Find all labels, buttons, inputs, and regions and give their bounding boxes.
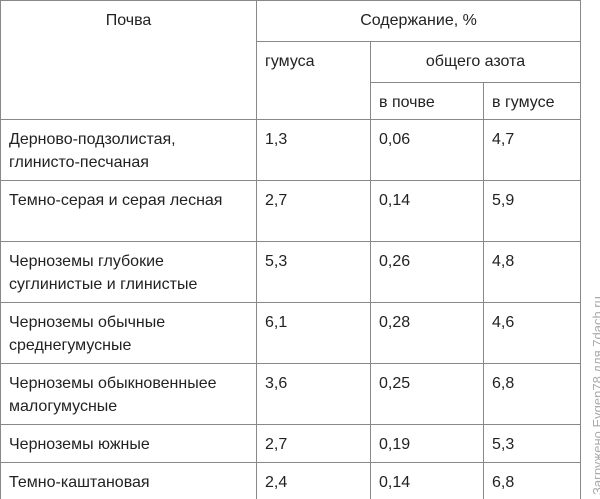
value-cell: 2,4 <box>256 462 371 499</box>
value-cell: 4,8 <box>482 241 582 303</box>
soil-cell: Черноземы обыкновенныее малогумусные <box>0 363 257 425</box>
table-row: Черноземы глубокие суглинистые и глинист… <box>0 241 582 303</box>
soil-cell: Черноземы глубокие суглинистые и глинист… <box>0 241 257 303</box>
table-row: Дерново-подзолистая, глинисто-песчаная 1,… <box>0 119 582 181</box>
table-row: Черноземы обычные среднегумусные 6,1 0,28 4… <box>0 302 582 364</box>
value-cell: 5,3 <box>482 424 582 463</box>
soil-cell: Черноземы южные <box>0 424 257 463</box>
header-cell: гумуса <box>265 53 315 70</box>
soil-cell: Черноземы обычные среднегумусные <box>0 302 257 364</box>
soil-cell: Темно-каштановая <box>0 462 257 499</box>
value-cell: 3,6 <box>256 363 371 425</box>
header-cell: в почве <box>379 94 435 111</box>
soil-cell: Дерново-подзолистая, глинисто-песчаная <box>0 119 257 181</box>
value-cell: 0,14 <box>370 462 484 499</box>
soil-table: Почва Содержание, % гумуса общего азота … <box>0 0 582 499</box>
value-cell: 6,8 <box>482 462 582 499</box>
value-cell: 0,28 <box>370 302 484 364</box>
table-row: Темно-каштановая 2,4 0,14 6,8 <box>0 462 582 499</box>
table-row: Черноземы обыкновенныее малогумусные 3,6 0… <box>0 363 582 425</box>
value-cell: 0,19 <box>370 424 484 463</box>
table-row: Темно-серая и серая лесная 2,7 0,14 5,9 <box>0 180 582 242</box>
value-cell: 4,6 <box>482 302 582 364</box>
value-cell: 0,14 <box>370 180 484 242</box>
value-cell: 6,8 <box>482 363 582 425</box>
value-cell: 0,26 <box>370 241 484 303</box>
value-cell: 0,06 <box>370 119 484 181</box>
value-cell: 5,9 <box>482 180 582 242</box>
header-cell: Почва <box>105 12 152 29</box>
watermark: Загружено Evgen78 для 7dach.ru <box>590 296 600 495</box>
header-cell: общего азота <box>425 53 526 70</box>
value-cell: 6,1 <box>256 302 371 364</box>
value-cell: 2,7 <box>256 180 371 242</box>
soil-cell: Темно-серая и серая лесная <box>0 180 257 242</box>
header-cell: в гумусе <box>492 94 555 111</box>
value-cell: 2,7 <box>256 424 371 463</box>
table-row: Черноземы южные 2,7 0,19 5,3 <box>0 424 582 463</box>
value-cell: 4,7 <box>482 119 582 181</box>
value-cell: 5,3 <box>256 241 371 303</box>
value-cell: 0,25 <box>370 363 484 425</box>
value-cell: 1,3 <box>256 119 371 181</box>
header-cell: Содержание, % <box>360 12 477 29</box>
